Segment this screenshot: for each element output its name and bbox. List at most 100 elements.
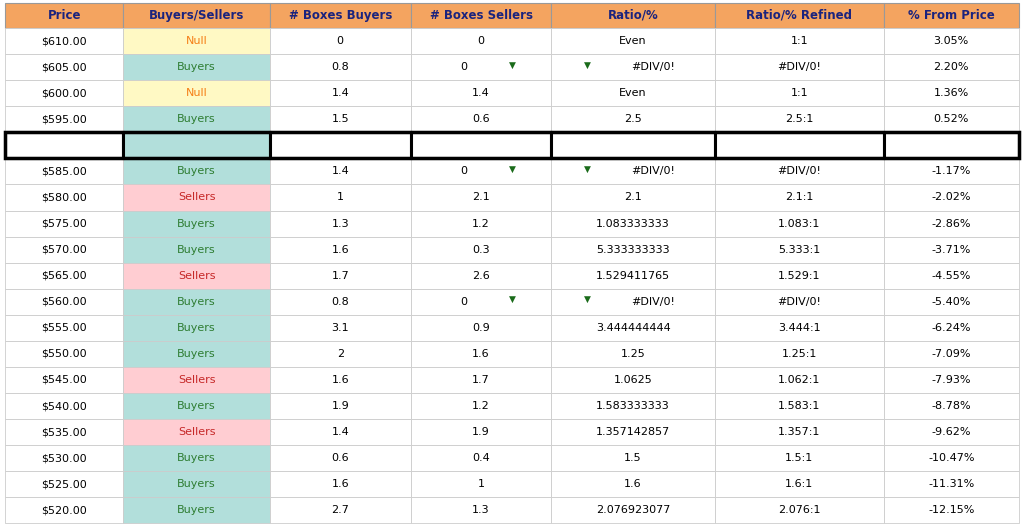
Bar [5, 210, 124, 237]
Text: 0.5: 0.5 [471, 140, 490, 150]
Text: 3.1: 3.1 [332, 323, 349, 333]
Text: # Boxes Buyers: # Boxes Buyers [289, 9, 392, 22]
Bar [270, 3, 411, 28]
Text: #DIV/0!: #DIV/0! [631, 166, 675, 176]
Bar [411, 185, 551, 210]
Bar [884, 80, 1019, 106]
Bar [715, 3, 884, 28]
Bar [551, 393, 715, 419]
Text: 2.5:1: 2.5:1 [785, 114, 813, 124]
Text: 0: 0 [477, 36, 484, 46]
Bar [5, 28, 124, 54]
Text: 1.6:1: 1.6:1 [785, 479, 813, 489]
Text: Buyers: Buyers [175, 140, 218, 150]
Bar [270, 158, 411, 185]
Text: 3.444:1: 3.444:1 [778, 323, 820, 333]
Bar [884, 393, 1019, 419]
Bar [124, 315, 270, 341]
Bar [715, 80, 884, 106]
Text: 2.1: 2.1 [472, 193, 489, 203]
Text: Even: Even [620, 88, 647, 98]
Text: Buyers: Buyers [177, 479, 216, 489]
Text: 1.583333333: 1.583333333 [596, 401, 670, 411]
Text: 2.1:1: 2.1:1 [785, 193, 813, 203]
Text: Buyers: Buyers [177, 453, 216, 463]
Text: ▼: ▼ [509, 295, 515, 304]
Bar [551, 3, 715, 28]
Text: $550.00: $550.00 [41, 349, 87, 359]
Text: 1.5: 1.5 [332, 114, 349, 124]
Text: 5.333:1: 5.333:1 [778, 245, 820, 255]
Bar [715, 341, 884, 367]
Text: Sellers: Sellers [178, 271, 215, 281]
Text: 0.9: 0.9 [472, 323, 489, 333]
Bar [884, 315, 1019, 341]
Bar [715, 497, 884, 523]
Text: 2.5: 2.5 [625, 114, 642, 124]
Bar [124, 28, 270, 54]
Text: 1.5:1: 1.5:1 [785, 453, 813, 463]
Text: -0.33%: -0.33% [930, 140, 973, 150]
Text: 1:1: 1:1 [791, 36, 808, 46]
Text: #DIV/0!: #DIV/0! [777, 297, 821, 307]
Bar [270, 185, 411, 210]
Text: -7.09%: -7.09% [932, 349, 971, 359]
Text: 1.3: 1.3 [472, 505, 489, 515]
Bar [411, 367, 551, 393]
Text: 4.2: 4.2 [624, 140, 643, 150]
Text: -2.02%: -2.02% [932, 193, 971, 203]
Text: # Boxes Sellers: # Boxes Sellers [429, 9, 532, 22]
Bar [124, 80, 270, 106]
Bar [124, 158, 270, 185]
Text: 2: 2 [337, 349, 344, 359]
Text: Ratio/% Refined: Ratio/% Refined [746, 9, 852, 22]
Text: 2.1: 2.1 [625, 193, 642, 203]
Bar [411, 315, 551, 341]
Text: $560.00: $560.00 [41, 297, 87, 307]
Bar [884, 262, 1019, 289]
Bar [270, 54, 411, 80]
Bar [884, 133, 1019, 158]
Text: -3.71%: -3.71% [932, 245, 971, 255]
Text: 1.357:1: 1.357:1 [778, 427, 820, 437]
Bar [411, 28, 551, 54]
Bar [411, 158, 551, 185]
Bar [551, 28, 715, 54]
Bar [5, 54, 124, 80]
Bar [884, 419, 1019, 445]
Bar [270, 471, 411, 497]
Text: 1.6: 1.6 [332, 245, 349, 255]
Text: -7.93%: -7.93% [932, 375, 971, 385]
Text: 1.0625: 1.0625 [613, 375, 652, 385]
Bar [551, 445, 715, 471]
Bar [124, 237, 270, 262]
Bar [551, 237, 715, 262]
Bar [5, 497, 124, 523]
Bar [124, 106, 270, 133]
Bar [884, 237, 1019, 262]
Bar [5, 80, 124, 106]
Text: 1.6: 1.6 [625, 479, 642, 489]
Text: $580.00: $580.00 [41, 193, 87, 203]
Bar [5, 471, 124, 497]
Text: #DIV/0!: #DIV/0! [631, 62, 675, 72]
Text: -11.31%: -11.31% [928, 479, 975, 489]
Text: 1.3: 1.3 [332, 219, 349, 229]
Text: -4.55%: -4.55% [932, 271, 971, 281]
Text: Buyers: Buyers [177, 505, 216, 515]
Text: 1.5: 1.5 [625, 453, 642, 463]
Bar [715, 54, 884, 80]
Text: 2.6: 2.6 [472, 271, 489, 281]
Text: 1.6: 1.6 [472, 349, 489, 359]
Bar [5, 237, 124, 262]
Text: 1.529:1: 1.529:1 [778, 271, 820, 281]
Bar [270, 80, 411, 106]
Text: $520.00: $520.00 [41, 505, 87, 515]
Bar [715, 237, 884, 262]
Text: 1.2: 1.2 [472, 401, 489, 411]
Text: Sellers: Sellers [178, 375, 215, 385]
Text: $545.00: $545.00 [41, 375, 87, 385]
Text: $525.00: $525.00 [41, 479, 87, 489]
Text: -12.15%: -12.15% [928, 505, 975, 515]
Text: 1.6: 1.6 [332, 375, 349, 385]
